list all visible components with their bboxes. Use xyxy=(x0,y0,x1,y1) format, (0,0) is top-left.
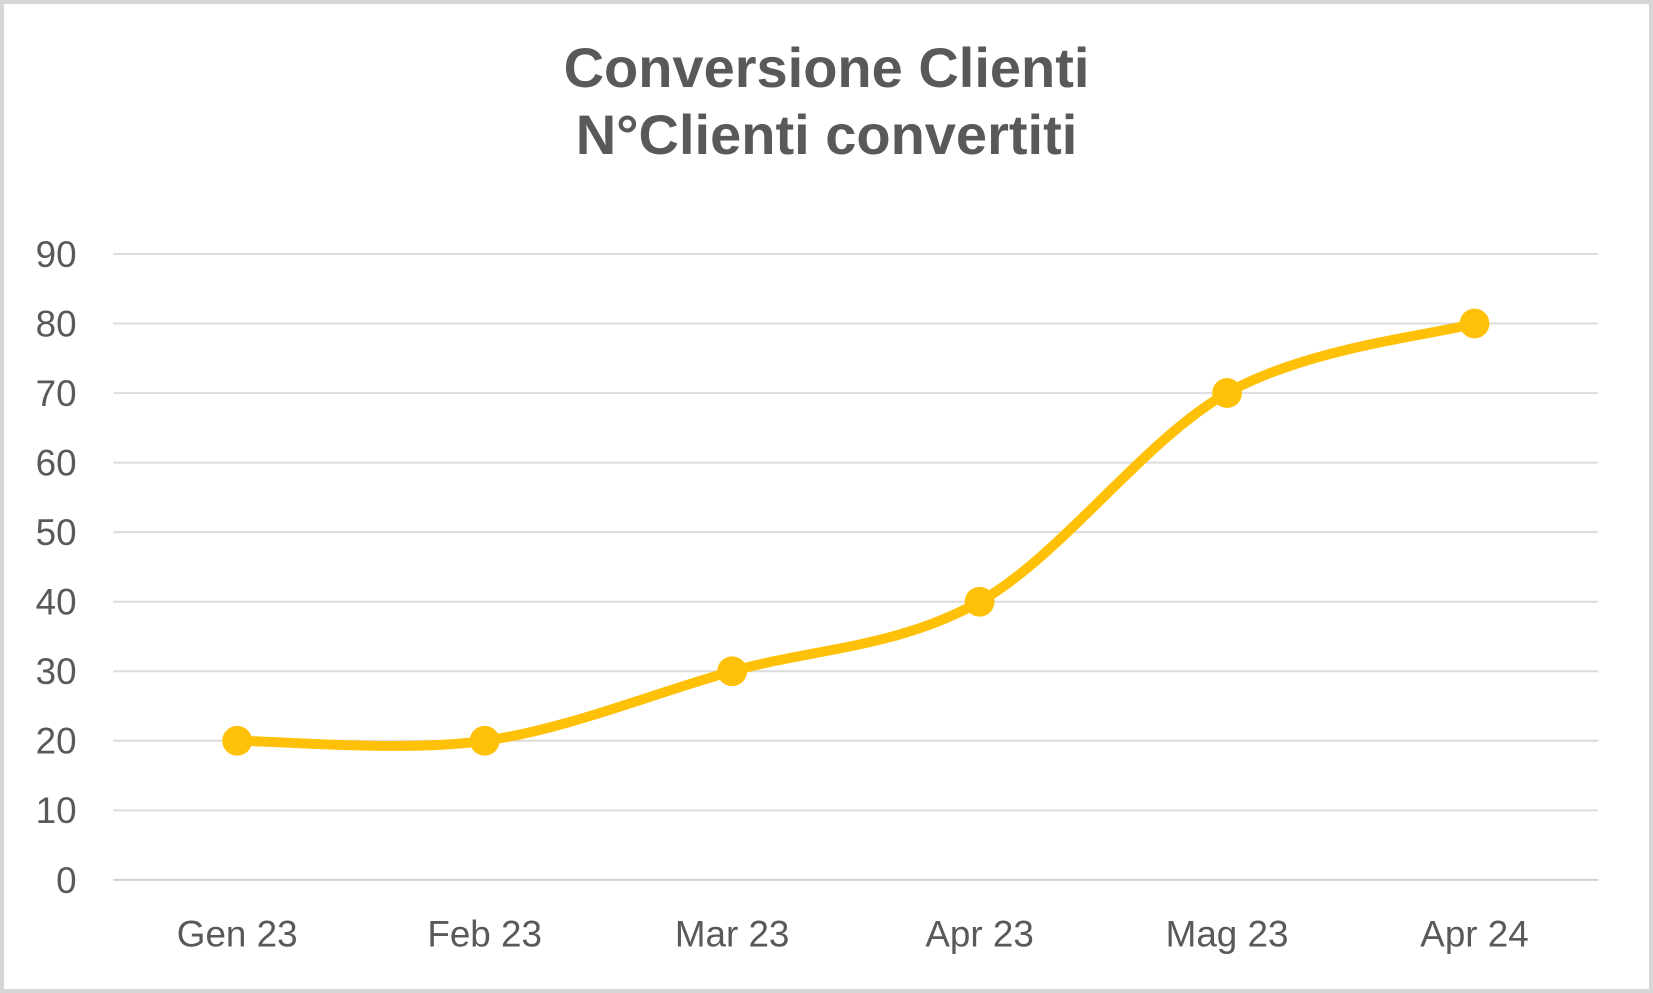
series-line xyxy=(232,318,1480,751)
data-point-markers xyxy=(222,308,1490,756)
x-axis-tick-label: Apr 24 xyxy=(1420,913,1528,954)
x-axis-tick-label: Feb 23 xyxy=(427,913,542,954)
x-axis-tick-label: Apr 23 xyxy=(925,913,1033,954)
y-axis-tick-labels: 0 10 20 30 40 50 60 70 80 90 xyxy=(36,234,77,901)
y-axis-tick-label: 80 xyxy=(36,303,77,344)
data-point-marker xyxy=(469,725,500,756)
data-point-marker xyxy=(222,725,253,756)
data-point-marker xyxy=(1459,308,1490,339)
y-axis-tick-label: 60 xyxy=(36,443,77,484)
y-axis-tick-label: 90 xyxy=(36,234,77,275)
y-axis-tick-label: 10 xyxy=(36,790,77,831)
y-axis-tick-label: 30 xyxy=(36,651,77,692)
y-axis-tick-label: 70 xyxy=(36,373,77,414)
gridlines xyxy=(113,252,1599,881)
line-chart-plot-area: 0 10 20 30 40 50 60 70 80 90 Gen 23 Feb 23 Mar 23 Ap… xyxy=(36,234,1599,954)
x-axis-tick-label: Mag 23 xyxy=(1166,913,1289,954)
x-axis-tick-labels: Gen 23 Feb 23 Mar 23 Apr 23 Mag 23 Apr 24 xyxy=(177,913,1529,954)
y-axis-tick-label: 40 xyxy=(36,582,77,623)
y-axis-tick-label: 0 xyxy=(56,860,76,901)
y-axis-tick-label: 20 xyxy=(36,721,77,762)
x-axis-tick-label: Mar 23 xyxy=(675,913,790,954)
data-point-marker xyxy=(717,656,748,687)
x-axis-tick-label: Gen 23 xyxy=(177,913,298,954)
data-point-marker xyxy=(1212,378,1242,408)
y-axis-tick-label: 50 xyxy=(36,512,77,553)
data-point-marker xyxy=(964,586,995,617)
